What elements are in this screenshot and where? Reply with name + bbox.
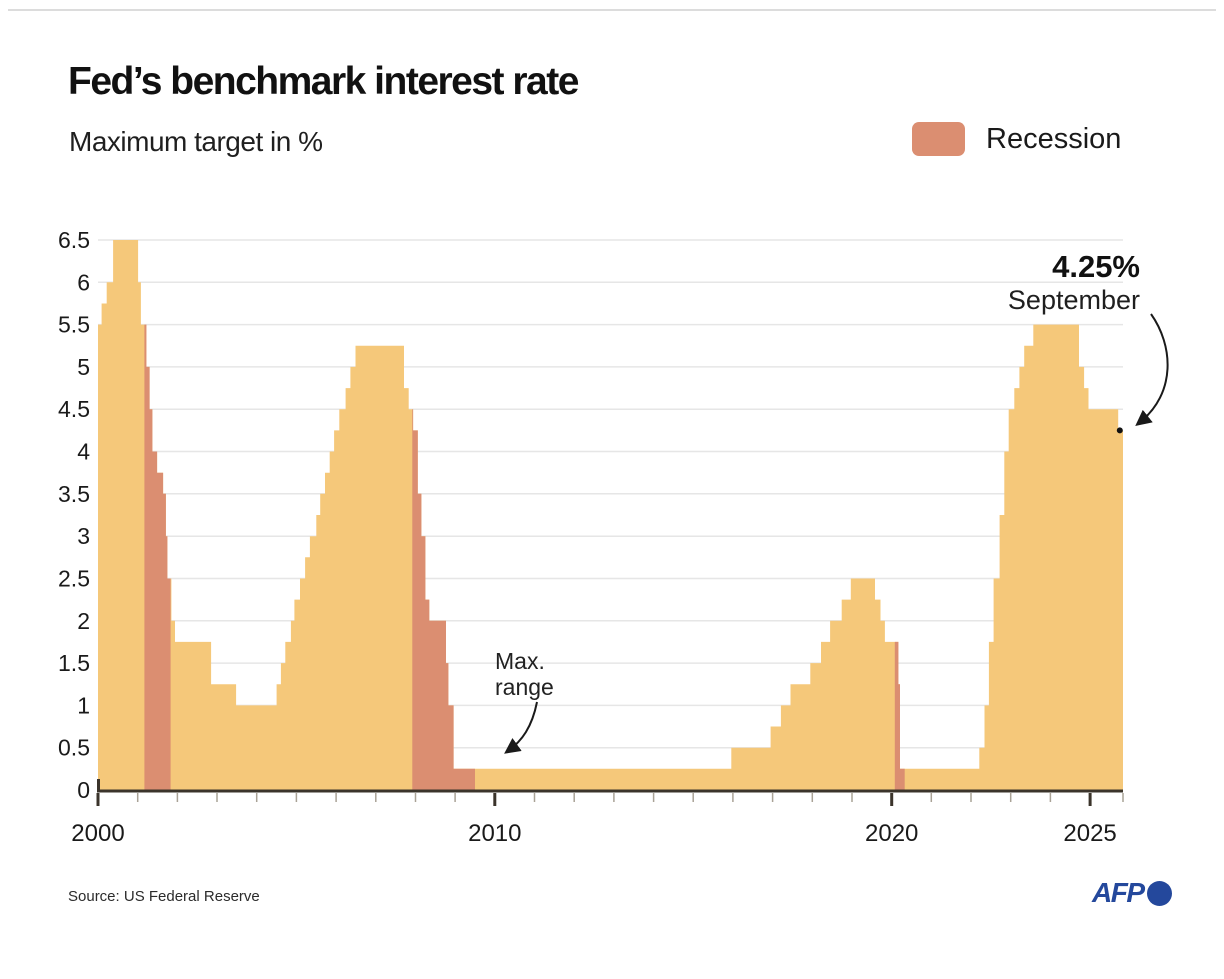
svg-text:4.5: 4.5 — [58, 396, 90, 422]
page-title: Fed’s benchmark interest rate — [68, 60, 579, 103]
svg-text:0.5: 0.5 — [58, 735, 90, 761]
svg-text:2010: 2010 — [468, 820, 521, 847]
svg-text:3: 3 — [77, 523, 90, 549]
recession-bands — [144, 324, 905, 790]
svg-text:5.5: 5.5 — [58, 312, 90, 338]
svg-text:1.5: 1.5 — [58, 650, 90, 676]
svg-text:5: 5 — [77, 354, 90, 380]
svg-text:6.5: 6.5 — [58, 227, 90, 253]
svg-text:0: 0 — [77, 777, 90, 803]
current-rate-month: September — [1007, 284, 1140, 315]
recession-swatch-icon — [912, 122, 965, 156]
legend-label: Recession — [986, 122, 1122, 155]
current-rate-annotation: 4.25% September — [950, 249, 1140, 315]
afp-logo-text: AFP — [1092, 877, 1145, 908]
max-range-arrow-icon — [504, 701, 538, 754]
svg-text:2020: 2020 — [865, 820, 918, 847]
x-axis — [96, 779, 1124, 806]
end-point-dot — [1116, 427, 1123, 434]
current-rate-value: 4.25% — [1052, 249, 1140, 284]
source-credit: Source: US Federal Reserve — [68, 888, 260, 905]
september-arrow-icon — [1135, 313, 1169, 426]
svg-text:2.5: 2.5 — [58, 566, 90, 592]
svg-text:4: 4 — [77, 439, 90, 465]
svg-text:3.5: 3.5 — [58, 481, 90, 507]
legend: Recession — [912, 122, 1121, 156]
svg-text:2025: 2025 — [1063, 820, 1116, 847]
max-range-line2: range — [495, 674, 554, 700]
chart-subtitle: Maximum target in % — [69, 126, 323, 157]
max-range-annotation: Max. range — [495, 648, 554, 700]
svg-text:2: 2 — [77, 608, 90, 634]
svg-text:6: 6 — [77, 269, 90, 295]
afp-logo: AFP — [1092, 877, 1172, 909]
svg-text:2000: 2000 — [71, 820, 124, 847]
x-axis-labels: 2000 2010 2020 2025 — [71, 820, 1116, 847]
max-range-line1: Max. — [495, 648, 545, 674]
afp-logo-circle-icon — [1146, 880, 1172, 906]
grid-lines — [98, 239, 1123, 749]
annotation-arrows — [504, 313, 1169, 754]
top-divider — [8, 9, 1216, 11]
y-axis-labels: 0 0.5 1 1.5 2 2.5 3 3.5 4 4.5 5 5.5 6 6.5 — [58, 227, 90, 803]
rate-area — [98, 240, 1123, 790]
svg-text:1: 1 — [77, 692, 90, 718]
